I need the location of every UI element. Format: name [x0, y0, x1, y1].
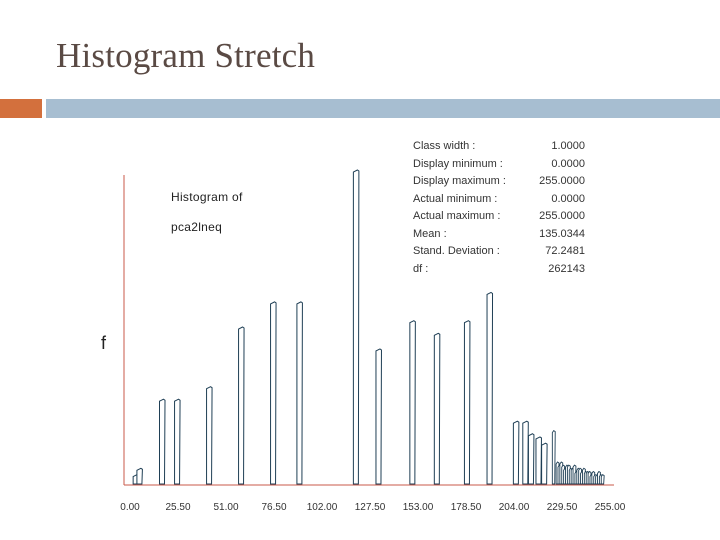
histogram-bar [600, 473, 605, 485]
histogram-bar [433, 332, 441, 485]
histogram-bar [375, 348, 382, 485]
stat-label: Actual minimum : [413, 192, 498, 205]
x-tick-label: 51.00 [213, 502, 238, 513]
x-tick-label: 0.00 [120, 502, 140, 513]
stat-row-class-width: Class width : 1.0000 [413, 138, 585, 156]
histogram-bar [522, 420, 529, 485]
histogram-bar [486, 291, 494, 485]
histogram-bar [527, 433, 535, 485]
y-axis-label: f [101, 333, 107, 353]
stat-row-actual-minimum: Actual minimum : 0.0000 [413, 191, 585, 209]
histogram-bar [409, 320, 416, 485]
histogram-title-line-1: Histogram of [171, 190, 243, 204]
stat-value: 135.0344 [539, 227, 585, 240]
histogram-bar [136, 467, 143, 485]
stat-value: 0.0000 [551, 192, 585, 205]
histogram-bar [541, 442, 548, 485]
stat-label: Class width : [413, 140, 476, 152]
x-tick-label: 178.50 [451, 502, 482, 513]
histogram-bar [512, 420, 520, 485]
histogram-bar [535, 436, 542, 485]
x-tick-label: 102.00 [307, 502, 338, 513]
stat-row-df: df : 262143 [413, 261, 585, 279]
stat-value: 262143 [548, 262, 585, 275]
x-tick-label: 229.50 [547, 502, 578, 513]
statistics-panel: Class width : 1.0000 Display minimum : 0… [413, 138, 585, 278]
x-tick-label: 76.50 [261, 502, 286, 513]
histogram-bar [296, 301, 303, 485]
histogram-bar [551, 430, 556, 485]
stat-value: 255.0000 [539, 210, 585, 222]
x-tick-label: 153.00 [403, 502, 434, 513]
stat-row-std-deviation: Stand. Deviation : 72.2481 [413, 243, 585, 261]
stat-label: Display minimum : [413, 157, 503, 170]
stat-value: 0.0000 [551, 157, 585, 170]
histogram-bars [132, 169, 605, 485]
stat-value: 255.0000 [539, 175, 585, 187]
histogram-bar [174, 398, 181, 485]
accent-band-blue [46, 99, 720, 118]
stat-label: Actual maximum : [413, 210, 501, 222]
x-tick-label: 127.50 [355, 502, 386, 513]
stat-row-actual-maximum: Actual maximum : 255.0000 [413, 208, 585, 226]
x-tick-label: 25.50 [165, 502, 190, 513]
stat-label: Stand. Deviation : [413, 245, 500, 257]
x-tick-label: 204.00 [499, 502, 530, 513]
x-tick-labels: 0.00 25.50 51.00 76.50 102.00 127.50 153.00 178… [120, 502, 625, 513]
stat-row-mean: Mean : 135.0344 [413, 226, 585, 244]
stat-value: 1.0000 [551, 140, 585, 152]
histogram-bar [463, 320, 471, 485]
stat-label: Display maximum : [413, 175, 506, 187]
histogram-bar [159, 398, 166, 485]
histogram-title-line-2: pca2lneq [171, 220, 223, 234]
accent-band-orange [0, 99, 42, 118]
histogram-bar [238, 326, 245, 485]
slide-title: Histogram Stretch [56, 36, 316, 75]
histogram-bar [270, 301, 277, 485]
stat-row-display-maximum: Display maximum : 255.0000 [413, 173, 585, 191]
stat-label: Mean : [413, 227, 447, 240]
histogram-bar [352, 169, 360, 485]
stat-value: 72.2481 [545, 245, 585, 257]
stat-label: df : [413, 262, 429, 275]
histogram-bar [206, 386, 213, 485]
x-tick-label: 255.00 [595, 502, 626, 513]
stat-row-display-minimum: Display minimum : 0.0000 [413, 156, 585, 174]
